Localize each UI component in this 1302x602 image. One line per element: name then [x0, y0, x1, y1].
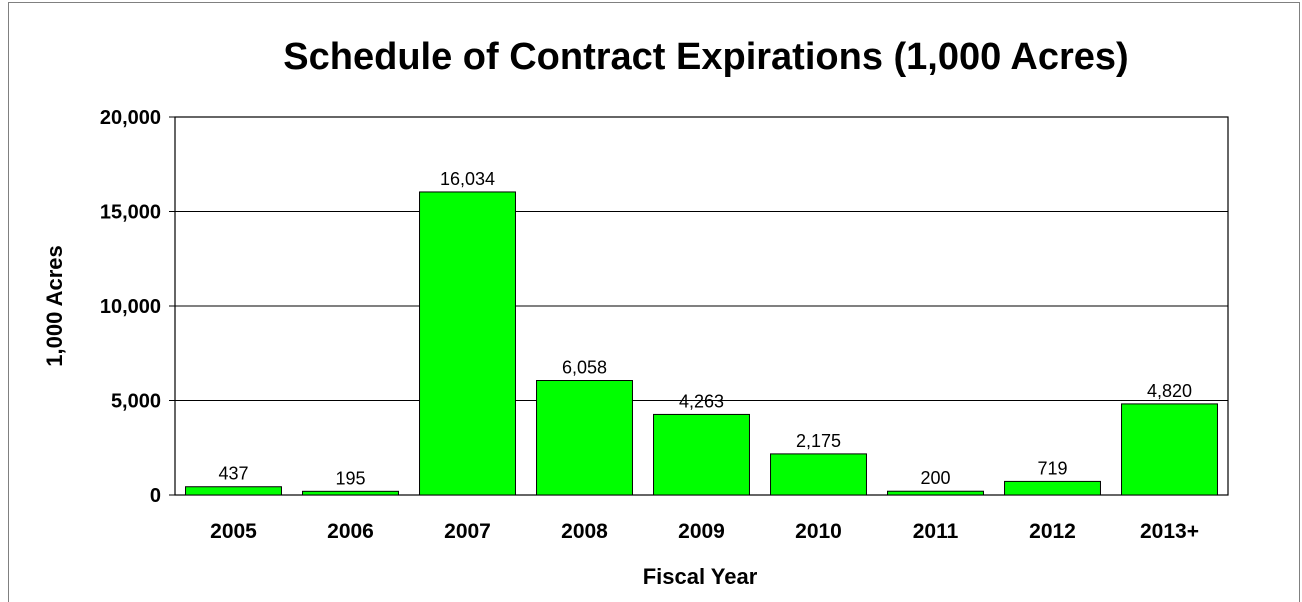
plot-area: 0 5,000 10,000 15,000 20,000 437 2005 195 2006 16… — [100, 107, 1229, 543]
bar — [185, 486, 282, 496]
y-tick-label: 15,000 — [100, 202, 161, 224]
x-axis-title: Fiscal Year — [643, 564, 758, 589]
x-tick-label: 2013+ — [1140, 520, 1199, 543]
y-tick-label: 10,000 — [100, 296, 161, 318]
data-label: 195 — [335, 468, 365, 488]
bar — [887, 490, 984, 496]
x-tick-label: 2012 — [1029, 520, 1076, 543]
y-tick-label: 20,000 — [100, 107, 161, 129]
chart-title: Schedule of Contract Expirations (1,000 … — [283, 36, 1128, 78]
bar — [653, 413, 750, 496]
bar — [1121, 403, 1218, 496]
bar — [419, 191, 516, 496]
bar — [1004, 480, 1101, 496]
data-label: 6,058 — [562, 358, 607, 378]
bar — [770, 453, 867, 496]
x-tick-label: 2007 — [444, 520, 491, 543]
x-tick-label: 2005 — [210, 520, 257, 543]
data-label: 16,034 — [440, 169, 495, 189]
data-label: 4,263 — [679, 391, 724, 411]
data-label: 2,175 — [796, 431, 841, 451]
x-tick-label: 2008 — [561, 520, 608, 543]
data-label: 719 — [1037, 458, 1067, 478]
y-axis-title: 1,000 Acres — [42, 245, 67, 367]
y-tick-label: 0 — [150, 485, 161, 507]
bar — [536, 380, 633, 496]
bar — [302, 490, 399, 496]
x-tick-label: 2009 — [678, 520, 725, 543]
x-tick-label: 2010 — [795, 520, 842, 543]
data-label: 200 — [920, 468, 950, 488]
data-label: 437 — [218, 464, 248, 484]
y-tick-label: 5,000 — [111, 391, 161, 413]
x-tick-label: 2006 — [327, 520, 374, 543]
data-label: 4,820 — [1147, 381, 1192, 401]
x-tick-label: 2011 — [913, 520, 959, 543]
